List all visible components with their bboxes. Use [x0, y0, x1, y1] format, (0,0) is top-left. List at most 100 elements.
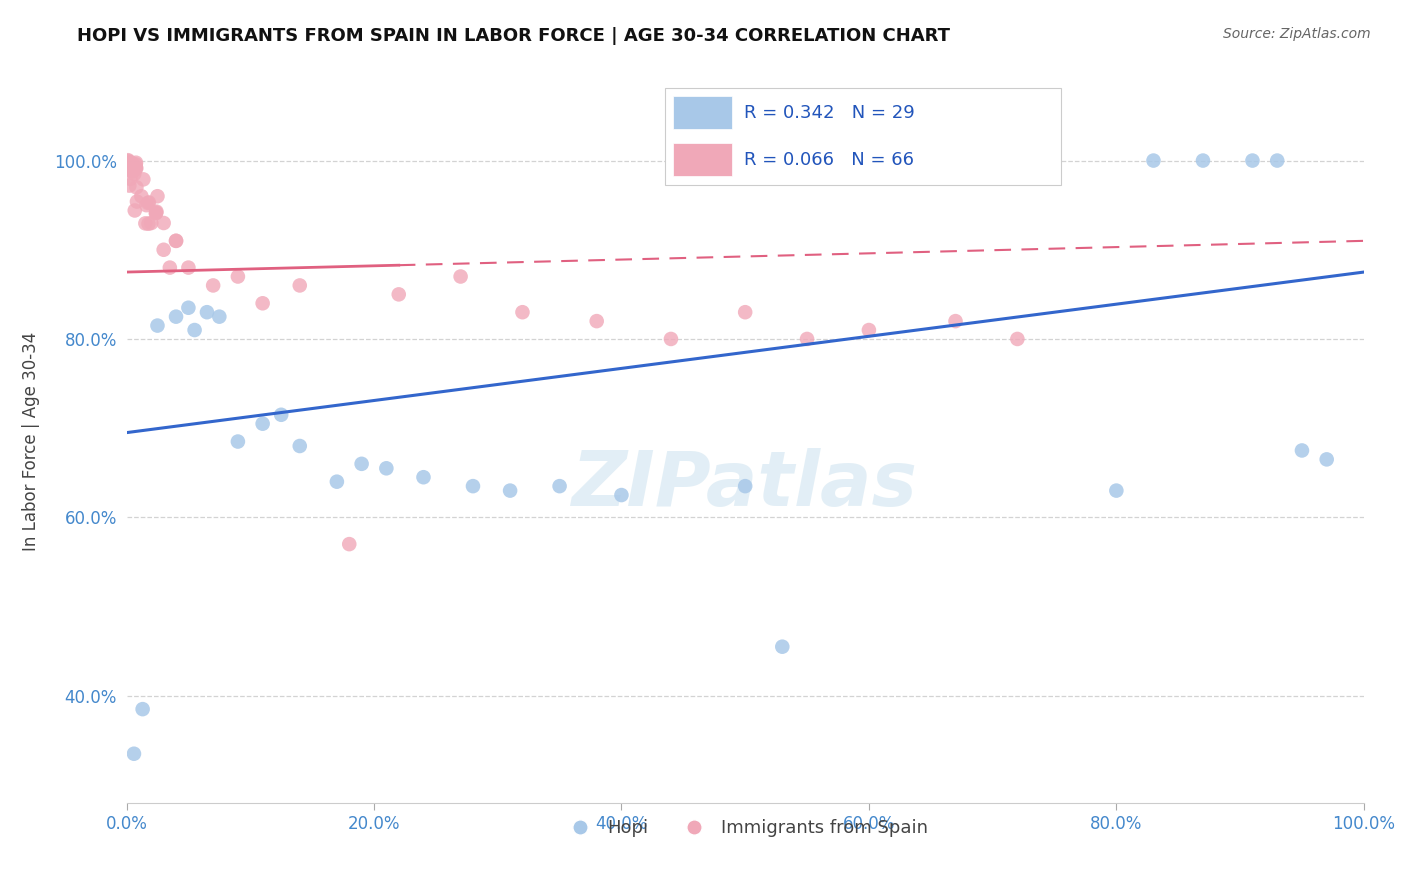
Point: [121, 164, 143, 178]
Point: [118, 161, 141, 175]
Point: [134, 216, 156, 230]
Point: [118, 160, 141, 174]
Point: [350, 457, 373, 471]
Point: [131, 702, 153, 716]
Point: [125, 155, 148, 169]
Point: [1142, 153, 1164, 168]
Point: [734, 479, 756, 493]
Point: [138, 217, 160, 231]
Point: [165, 234, 187, 248]
Point: [121, 161, 143, 175]
Y-axis label: In Labor Force | Age 30-34: In Labor Force | Age 30-34: [22, 332, 39, 551]
Point: [120, 155, 142, 169]
Point: [146, 318, 169, 333]
Point: [136, 196, 159, 211]
Text: ZIPatlas: ZIPatlas: [572, 448, 918, 522]
Point: [202, 278, 225, 293]
Point: [132, 172, 155, 186]
Text: HOPI VS IMMIGRANTS FROM SPAIN IN LABOR FORCE | AGE 30-34 CORRELATION CHART: HOPI VS IMMIGRANTS FROM SPAIN IN LABOR F…: [77, 27, 950, 45]
Point: [499, 483, 522, 498]
Point: [120, 172, 142, 186]
Point: [120, 160, 142, 174]
Point: [165, 234, 187, 248]
Point: [118, 178, 141, 193]
Point: [226, 269, 249, 284]
Point: [146, 189, 169, 203]
Point: [117, 154, 139, 169]
Point: [122, 160, 145, 174]
Point: [326, 475, 349, 489]
Point: [121, 160, 143, 174]
Point: [208, 310, 231, 324]
Point: [226, 434, 249, 449]
Point: [1316, 452, 1339, 467]
Point: [450, 269, 472, 284]
Point: [1105, 483, 1128, 498]
Text: Source: ZipAtlas.com: Source: ZipAtlas.com: [1223, 27, 1371, 41]
Point: [135, 198, 157, 212]
Point: [195, 305, 218, 319]
Point: [121, 156, 143, 170]
Point: [159, 260, 181, 275]
Point: [252, 296, 274, 310]
Point: [145, 204, 167, 219]
Point: [117, 153, 139, 168]
Point: [165, 310, 187, 324]
Point: [124, 162, 146, 177]
Point: [117, 157, 139, 171]
Point: [125, 161, 148, 175]
Point: [734, 305, 756, 319]
Point: [1265, 153, 1288, 168]
Point: [858, 323, 880, 337]
Point: [131, 189, 153, 203]
Point: [659, 332, 682, 346]
Point: [125, 180, 148, 194]
Point: [117, 161, 139, 176]
Point: [118, 159, 141, 173]
Point: [124, 167, 146, 181]
Point: [124, 203, 146, 218]
Point: [152, 243, 174, 257]
Legend: Hopi, Immigrants from Spain: Hopi, Immigrants from Spain: [555, 812, 935, 845]
Point: [770, 640, 793, 654]
Point: [122, 164, 145, 178]
Point: [145, 206, 167, 220]
Point: [141, 216, 163, 230]
Point: [124, 157, 146, 171]
Point: [548, 479, 571, 493]
Point: [796, 332, 818, 346]
Point: [152, 216, 174, 230]
Point: [120, 157, 142, 171]
Point: [122, 158, 145, 172]
Point: [183, 323, 205, 337]
Point: [125, 194, 148, 209]
Point: [122, 747, 145, 761]
Point: [945, 314, 967, 328]
Point: [375, 461, 398, 475]
Point: [177, 301, 200, 315]
Point: [252, 417, 274, 431]
Point: [121, 161, 143, 175]
Point: [461, 479, 484, 493]
Point: [610, 488, 633, 502]
Point: [412, 470, 434, 484]
Point: [124, 161, 146, 176]
Point: [1192, 153, 1215, 168]
Point: [585, 314, 607, 328]
Point: [121, 162, 143, 177]
Point: [270, 408, 292, 422]
Point: [388, 287, 411, 301]
Point: [1291, 443, 1313, 458]
Point: [337, 537, 360, 551]
Point: [1241, 153, 1264, 168]
Point: [1007, 332, 1029, 346]
Point: [512, 305, 534, 319]
Point: [138, 195, 160, 210]
Point: [145, 205, 167, 219]
Point: [124, 160, 146, 174]
Point: [288, 439, 311, 453]
Point: [177, 260, 200, 275]
Point: [288, 278, 311, 293]
Point: [121, 161, 143, 176]
Point: [125, 161, 148, 176]
